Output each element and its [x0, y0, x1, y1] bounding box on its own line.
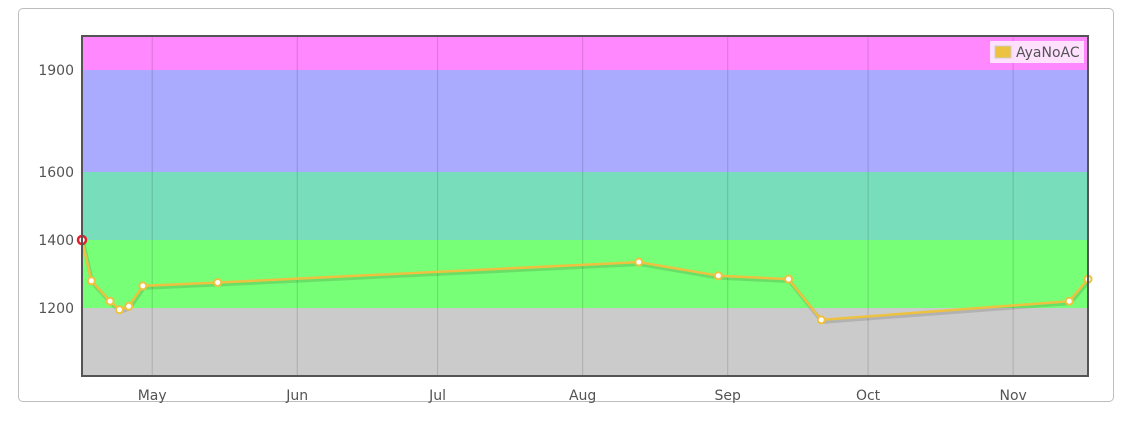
- x-tick-label: Aug: [569, 388, 596, 404]
- data-point: [713, 271, 723, 281]
- plot-border: [81, 35, 1089, 377]
- rating-bands: [82, 36, 1088, 376]
- x-tick-label: Sep: [715, 388, 742, 404]
- legend-label: AyaNoAC: [1016, 45, 1080, 61]
- x-tick-label: Nov: [999, 388, 1026, 404]
- y-tick-label: 1400: [38, 233, 74, 249]
- y-axis-ticks: 1200 1400 1600 1900: [38, 63, 74, 317]
- x-axis-ticks: May Jun Jul Aug Sep Oct Nov: [138, 388, 1027, 404]
- rating-band: [82, 308, 1088, 376]
- data-point: [634, 257, 644, 267]
- y-tick-label: 1200: [38, 301, 74, 317]
- x-tick-label: Jun: [285, 388, 308, 404]
- rating-band: [82, 70, 1088, 172]
- data-point: [105, 296, 115, 306]
- y-tick-label: 1900: [38, 63, 74, 79]
- data-point: [86, 276, 96, 286]
- y-tick-label: 1600: [38, 165, 74, 181]
- grid-lines: [151, 36, 1014, 376]
- data-point: [114, 305, 124, 315]
- legend-swatch: [994, 45, 1012, 59]
- x-tick-label: May: [138, 388, 167, 404]
- plot-frame: [81, 35, 1089, 377]
- x-tick-label: Oct: [856, 388, 881, 404]
- legend-box: [990, 41, 1084, 63]
- legend[interactable]: AyaNoAC: [990, 41, 1084, 63]
- data-point: [124, 301, 134, 311]
- rating-band: [82, 172, 1088, 240]
- rating-band: [82, 36, 1088, 70]
- data-point: [1064, 296, 1074, 306]
- data-point: [213, 278, 223, 287]
- data-point: [138, 281, 148, 291]
- series-layer: [76, 234, 1093, 325]
- x-tick-label: Jul: [428, 388, 446, 404]
- data-point: [784, 274, 794, 284]
- rating-band: [82, 240, 1088, 308]
- data-point: [816, 315, 826, 325]
